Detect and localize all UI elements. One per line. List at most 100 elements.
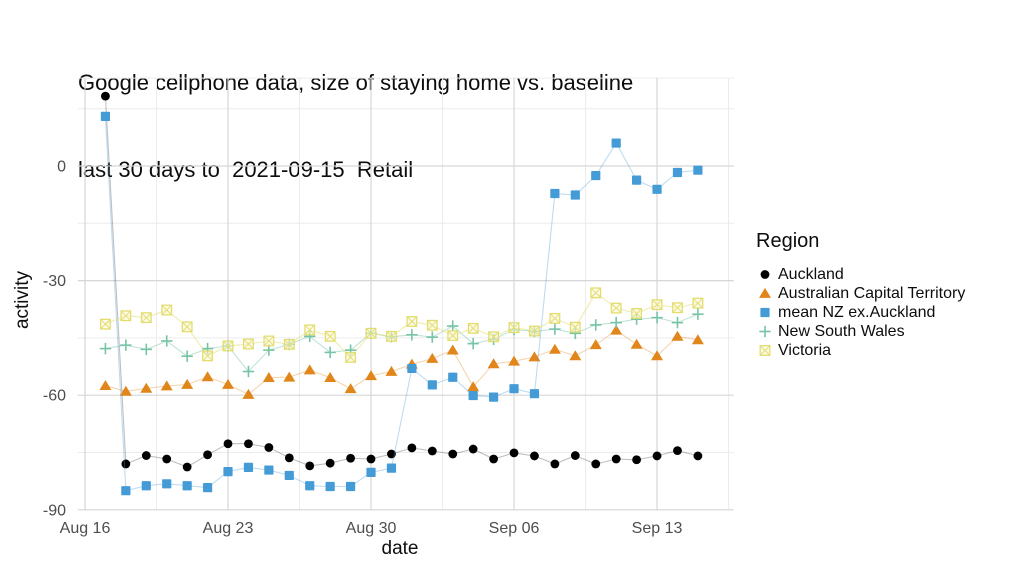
data-point-triangle <box>160 380 173 391</box>
y-tick-label: -90 <box>43 502 66 519</box>
chart-title-line1: Google cellphone data, size of staying h… <box>78 70 634 95</box>
data-point-square <box>427 380 437 390</box>
data-point-triangle <box>651 350 664 361</box>
data-point-triangle <box>242 388 255 399</box>
series-line-auckland <box>104 96 699 468</box>
data-point-square <box>489 392 499 402</box>
data-point-square <box>632 175 642 185</box>
data-point-square <box>570 190 580 200</box>
data-point-triangle <box>548 343 561 354</box>
series-new-south-wales <box>99 308 704 378</box>
data-point-square-cross <box>692 297 704 309</box>
legend-items: Auckland Australian Capital Territory mean… <box>755 265 965 360</box>
data-point-triangle <box>691 334 704 345</box>
data-point-square-cross <box>508 322 520 333</box>
data-point-square <box>672 167 683 178</box>
data-point-circle <box>346 453 355 463</box>
data-point-triangle <box>630 338 643 349</box>
data-point-square-cross <box>406 316 418 327</box>
data-point-square <box>652 184 662 194</box>
data-point-triangle <box>569 350 582 361</box>
data-point-square-cross <box>100 318 111 330</box>
data-point-circle <box>509 448 519 458</box>
legend-item-victoria: Victoria <box>755 341 965 360</box>
data-point-square-cross <box>447 330 458 341</box>
data-point-triangle <box>589 339 602 350</box>
data-point-square-cross <box>161 304 172 316</box>
data-point-square-cross <box>181 321 193 333</box>
triangle-marker-icon <box>759 287 771 298</box>
data-point-triangle <box>528 351 541 362</box>
data-point-square-cross <box>386 331 397 342</box>
data-point-square <box>121 486 131 496</box>
data-point-triangle <box>140 382 153 393</box>
data-point-square <box>264 465 274 475</box>
data-point-square-cross <box>549 313 561 324</box>
data-point-triangle <box>344 383 357 394</box>
data-point-triangle <box>324 372 337 383</box>
legend-item-label: Victoria <box>778 341 832 359</box>
data-point-circle <box>468 444 478 454</box>
data-point-square <box>182 481 192 491</box>
data-point-triangle <box>671 330 684 341</box>
legend-item-label: Auckland <box>778 265 844 283</box>
data-point-triangle <box>759 287 771 298</box>
data-point-triangle <box>99 380 112 391</box>
data-point-square-cross <box>529 325 540 337</box>
data-point-square <box>223 467 233 477</box>
data-point-triangle <box>467 381 480 392</box>
data-point-square <box>386 463 397 473</box>
legend-item-mean-nz-ex-auckland: mean NZ ex.Auckland <box>755 303 965 322</box>
square-marker-icon <box>760 307 770 318</box>
data-point-circle <box>284 453 294 463</box>
data-point-circle <box>162 454 172 464</box>
data-point-circle <box>305 461 315 471</box>
data-point-triangle <box>201 371 214 382</box>
data-point-square <box>529 389 540 399</box>
data-point-square-cross <box>345 352 356 363</box>
data-point-triangle <box>283 371 296 382</box>
data-point-circle <box>121 459 131 469</box>
data-point-square-cross <box>488 331 499 342</box>
data-point-square-cross <box>243 338 254 350</box>
data-point-triangle <box>426 352 439 363</box>
data-point-square <box>407 363 417 374</box>
data-point-square-cross <box>284 339 295 350</box>
data-point-square-cross <box>141 312 152 323</box>
data-point-square-cross <box>263 335 275 347</box>
legend-item-new-south-wales: New South Wales <box>755 322 965 341</box>
data-point-circle <box>530 451 539 461</box>
data-point-square <box>448 372 458 382</box>
x-tick-label: Sep 06 <box>489 520 540 537</box>
data-point-circle <box>264 443 274 452</box>
data-point-square <box>550 188 560 199</box>
data-point-circle <box>570 451 580 460</box>
chart-title-line2: last 30 days to 2021-09-15 Retail <box>78 157 414 182</box>
data-point-square <box>468 390 478 401</box>
data-point-circle <box>427 446 437 456</box>
circle-marker-icon <box>760 270 770 279</box>
data-point-circle <box>591 459 601 469</box>
data-point-circle <box>673 446 682 455</box>
data-point-triangle <box>508 355 521 366</box>
data-point-triangle <box>262 372 275 383</box>
data-point-square-cross <box>222 340 234 352</box>
data-point-square <box>243 462 254 472</box>
legend-title: Region <box>756 230 820 252</box>
data-point-circle <box>223 439 233 449</box>
series-victoria <box>99 287 704 363</box>
data-point-square-cross <box>427 320 438 331</box>
data-point-square <box>141 481 151 491</box>
data-point-square <box>162 479 172 489</box>
legend-item-label: Australian Capital Territory <box>778 284 966 302</box>
data-point-square <box>305 481 315 491</box>
data-point-square-cross <box>202 350 213 362</box>
series-mean-nz-ex-auckland <box>100 111 703 496</box>
data-point-triangle <box>303 364 316 375</box>
data-point-square <box>611 138 621 148</box>
data-point-circle <box>693 451 703 461</box>
data-point-triangle <box>610 324 623 335</box>
plus-marker-icon <box>759 325 771 338</box>
legend-item-label: New South Wales <box>778 322 905 340</box>
